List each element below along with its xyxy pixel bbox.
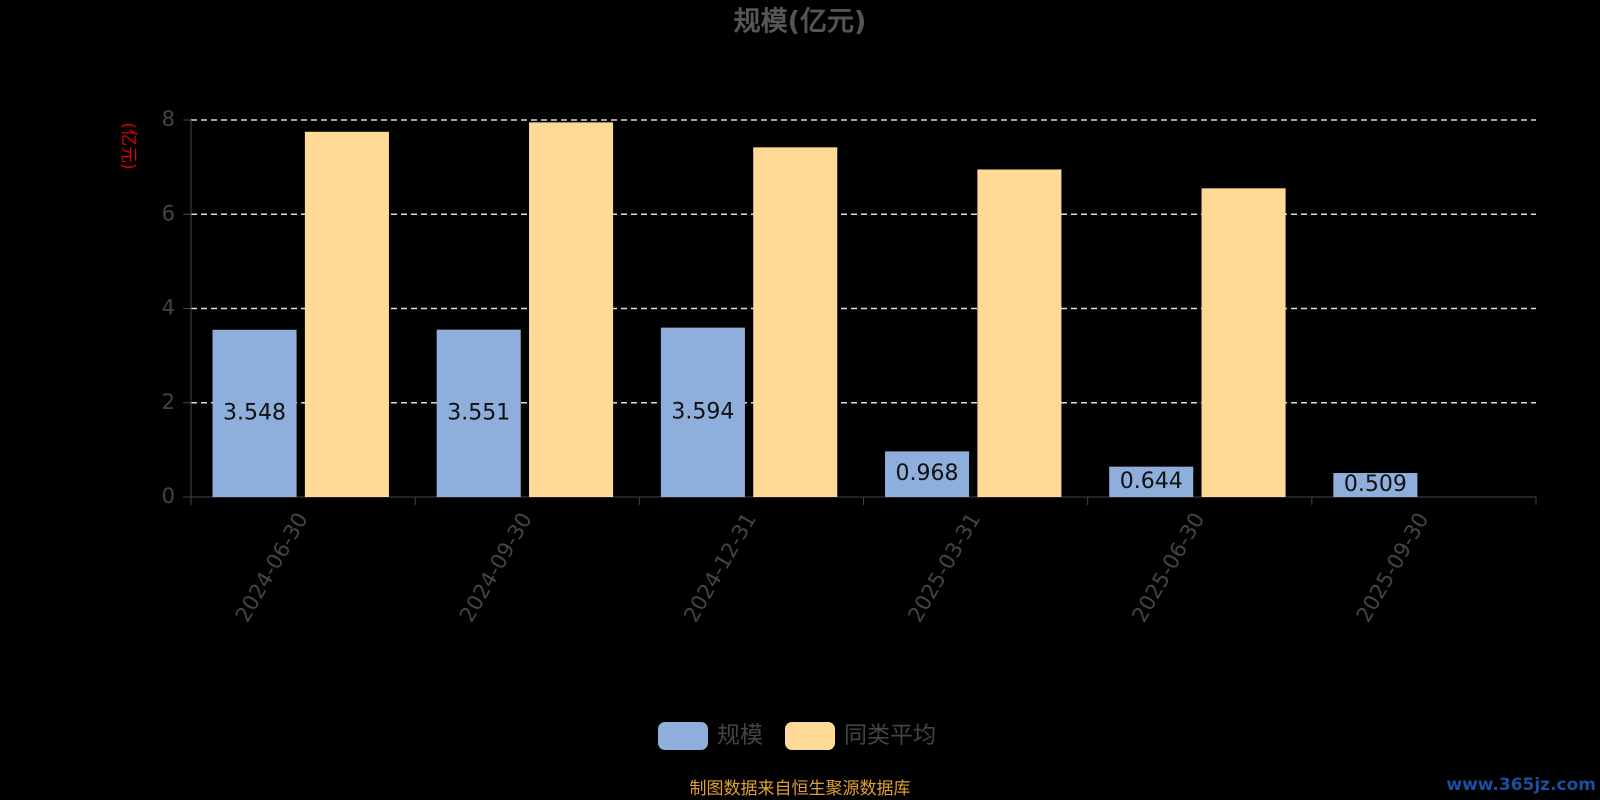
y-tick-label: 8 bbox=[162, 107, 175, 131]
bar bbox=[753, 147, 838, 497]
bar bbox=[1333, 473, 1418, 497]
legend-label[interactable]: 规模 bbox=[717, 723, 763, 749]
footer: 制图数据来自恒生聚源数据库 bbox=[690, 779, 911, 799]
y-axis-label: (亿元) bbox=[118, 122, 138, 169]
bar bbox=[1201, 188, 1286, 498]
y-tick-label: 4 bbox=[162, 296, 175, 320]
legend-swatch[interactable] bbox=[658, 722, 708, 750]
value-label: 0.644 bbox=[1120, 469, 1183, 494]
y-tick-label: 2 bbox=[162, 390, 175, 414]
bar bbox=[436, 329, 521, 497]
value-label: 0.509 bbox=[1344, 472, 1407, 497]
bar bbox=[304, 131, 389, 497]
watermark: www.365jz.com bbox=[1446, 775, 1596, 795]
bar bbox=[977, 169, 1062, 497]
value-label: 0.968 bbox=[896, 461, 959, 486]
y-tick-label: 6 bbox=[162, 201, 175, 225]
legend-swatch[interactable] bbox=[785, 722, 835, 750]
legend-label[interactable]: 同类平均 bbox=[844, 723, 936, 749]
bar bbox=[529, 122, 614, 497]
value-label: 3.548 bbox=[223, 400, 286, 425]
bar bbox=[1109, 466, 1194, 497]
chart-title: 规模(亿元) bbox=[734, 7, 867, 38]
bar bbox=[212, 329, 297, 497]
value-label: 3.551 bbox=[447, 400, 510, 425]
y-tick-label: 0 bbox=[162, 484, 175, 508]
bar bbox=[885, 451, 970, 497]
value-label: 3.594 bbox=[671, 399, 734, 424]
bar bbox=[660, 327, 745, 497]
